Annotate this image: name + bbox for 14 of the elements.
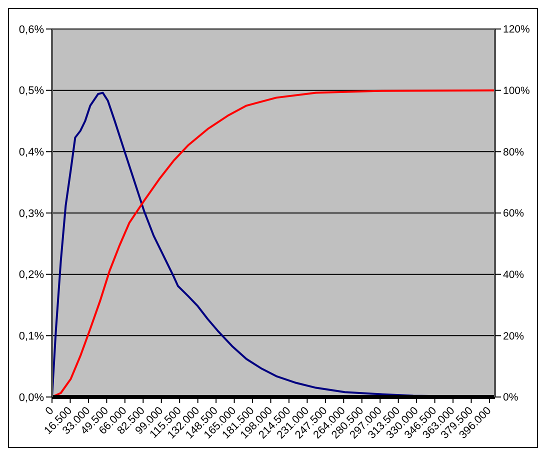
y-tick-label: 0,2% (18, 269, 44, 282)
y-tick-label: 0,0% (18, 392, 44, 404)
y2-tick-label: 40% (503, 269, 524, 282)
y2-tick-label: 60% (503, 208, 524, 220)
y-tick-label: 0,6% (18, 24, 44, 36)
y2-tick-label: 20% (503, 330, 524, 342)
y-tick-label: 0,5% (18, 85, 44, 98)
y-tick-label: 0,3% (18, 208, 44, 220)
y2-tick-label: 0% (503, 392, 518, 404)
y-tick-label: 0,4% (18, 146, 44, 159)
y2-tick-label: 120% (503, 24, 530, 36)
y2-tick-label: 80% (503, 146, 524, 158)
y-tick-label: 0,1% (18, 330, 44, 343)
y2-tick-label: 100% (503, 85, 530, 98)
